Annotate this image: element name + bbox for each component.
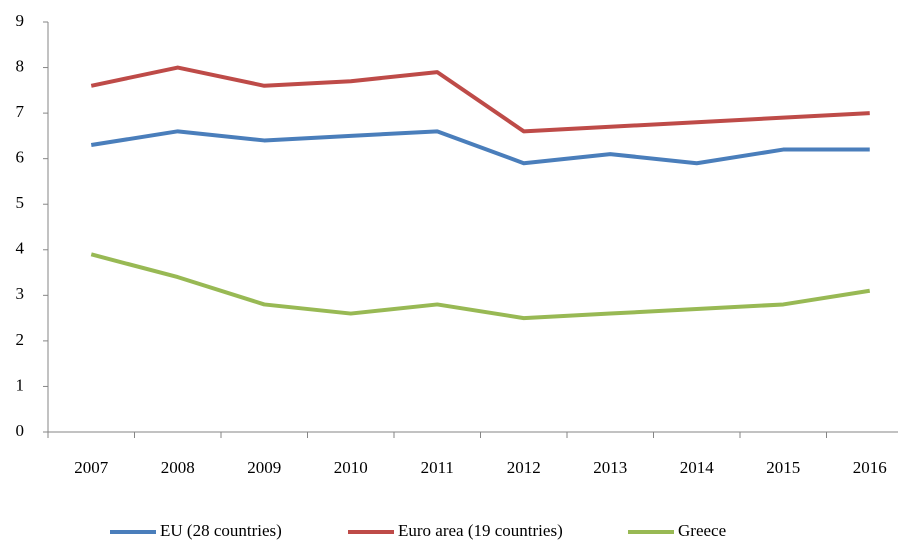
y-tick-label: 6 bbox=[16, 148, 25, 167]
y-tick-label: 8 bbox=[16, 56, 25, 75]
y-tick-label: 4 bbox=[16, 239, 25, 258]
series-line bbox=[90, 129, 870, 166]
y-tick-label: 7 bbox=[16, 102, 25, 121]
y-tick-label: 1 bbox=[16, 375, 25, 394]
x-tick-label: 2016 bbox=[853, 458, 887, 477]
x-tick-label: 2013 bbox=[593, 458, 627, 477]
x-tick-label: 2011 bbox=[421, 458, 454, 477]
series-line bbox=[90, 65, 870, 134]
series-line bbox=[90, 252, 871, 321]
legend-label: EU (28 countries) bbox=[160, 521, 282, 540]
y-tick-label: 3 bbox=[16, 284, 25, 303]
x-tick-label: 2007 bbox=[74, 458, 109, 477]
y-tick-label: 5 bbox=[16, 193, 25, 212]
legend-label: Greece bbox=[678, 521, 726, 540]
y-tick-label: 9 bbox=[16, 11, 25, 30]
x-tick-label: 2015 bbox=[766, 458, 800, 477]
x-tick-label: 2012 bbox=[507, 458, 541, 477]
y-tick-label: 2 bbox=[16, 330, 25, 349]
x-tick-label: 2009 bbox=[247, 458, 281, 477]
x-tick-label: 2010 bbox=[334, 458, 368, 477]
legend-label: Euro area (19 countries) bbox=[398, 521, 563, 540]
x-tick-label: 2014 bbox=[680, 458, 715, 477]
x-tick-label: 2008 bbox=[161, 458, 195, 477]
y-tick-label: 0 bbox=[16, 421, 25, 440]
